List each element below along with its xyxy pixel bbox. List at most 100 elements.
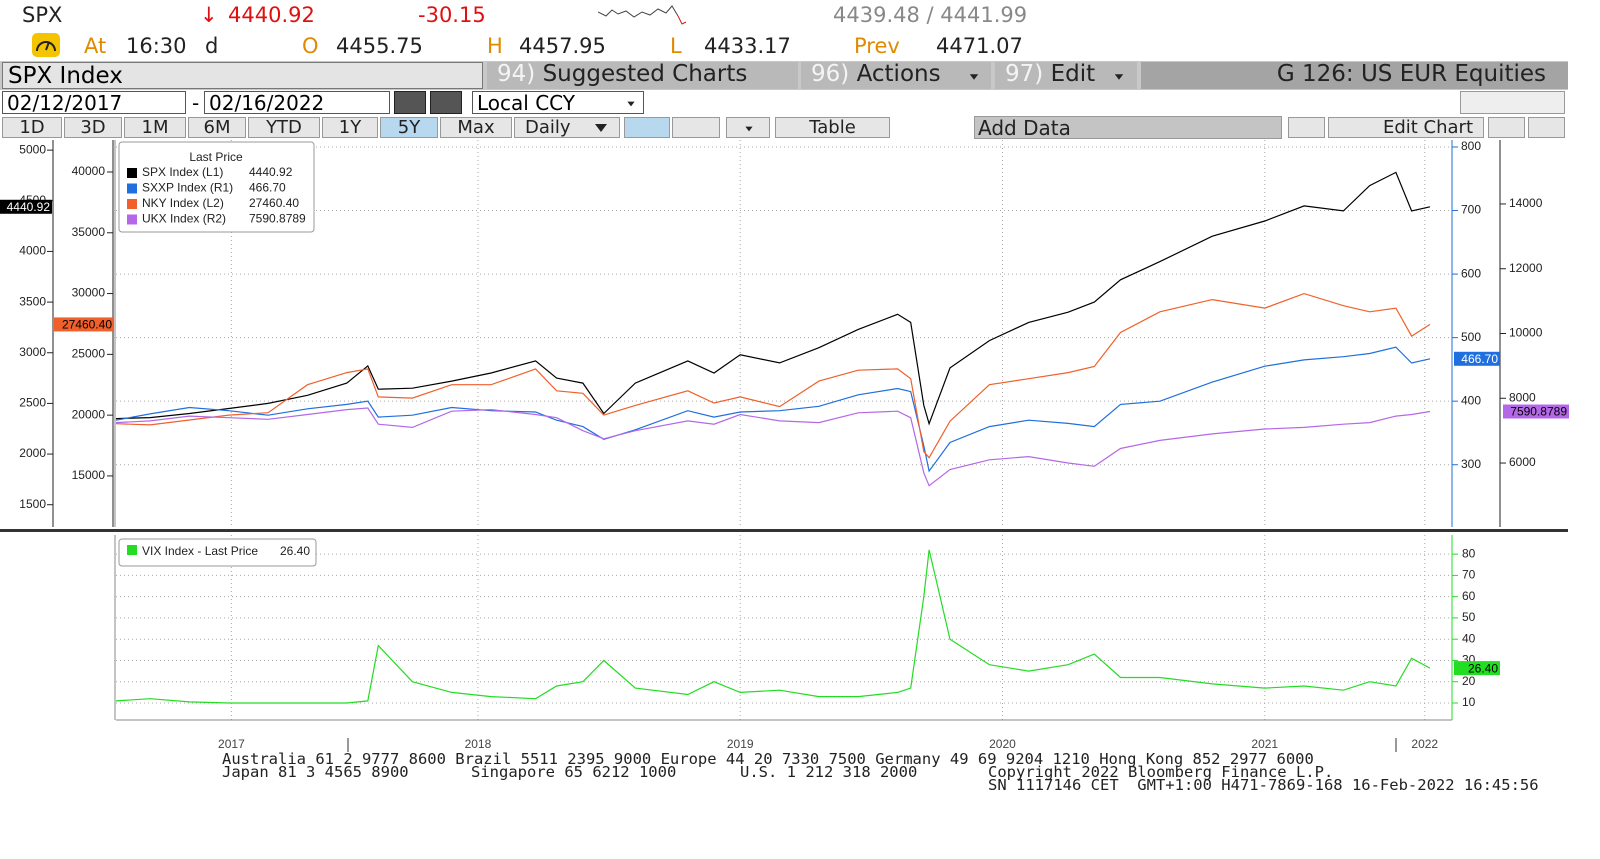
collapse-button[interactable] — [1288, 117, 1325, 138]
next-range-button[interactable] — [430, 91, 462, 114]
currency-select[interactable]: Local CCY — [472, 91, 644, 114]
series-line — [115, 407, 1431, 487]
last-price-tag: 26.40 — [1454, 661, 1500, 675]
series-line — [115, 292, 1431, 459]
legend-label: UKX Index (R2) — [142, 212, 226, 226]
period-button[interactable]: 6M — [188, 117, 246, 138]
x-tick-label: 2018 — [465, 737, 492, 751]
frequency-text: Daily — [525, 117, 571, 138]
y-tick-label: 6000 — [1509, 455, 1536, 469]
y-tick-label: 3000 — [19, 345, 46, 359]
line-chart-button[interactable] — [624, 117, 670, 138]
period-button[interactable]: 3D — [64, 117, 122, 138]
time-flag: d — [205, 34, 219, 58]
time: 16:30 — [126, 34, 187, 58]
settings-button[interactable] — [1528, 117, 1565, 138]
undo-redo[interactable] — [1460, 91, 1565, 114]
y-tick-label: 15000 — [72, 468, 106, 482]
table-button[interactable]: Table — [775, 117, 890, 138]
period-button[interactable]: YTD — [248, 117, 320, 138]
y-tick-label: 80 — [1462, 546, 1476, 560]
x-tick-label: 2020 — [989, 737, 1016, 751]
ticker: SPX — [22, 3, 63, 27]
y-tick-label: 14000 — [1509, 196, 1543, 210]
date-dash: - — [192, 91, 200, 115]
y-tick-label: 12000 — [1509, 261, 1543, 275]
y-tick-label: 40 — [1462, 631, 1476, 645]
series-line — [115, 171, 1431, 426]
legend-swatch — [127, 199, 137, 209]
legend-box — [118, 141, 315, 233]
menu-label: Actions — [856, 61, 941, 87]
add-data-field[interactable]: Add Data — [974, 116, 1282, 139]
net-change: -30.15 — [418, 3, 486, 27]
y-tick-label: 60 — [1462, 589, 1476, 603]
actions-button[interactable]: 96) Actions — [801, 62, 991, 89]
edit-chart-button[interactable]: Edit Chart — [1328, 117, 1484, 138]
currency-text: Local CCY — [477, 91, 575, 115]
legend-button[interactable] — [1488, 117, 1525, 138]
y-tick-label: 400 — [1461, 393, 1481, 407]
tag-box — [0, 199, 52, 214]
y-tick-label: 70 — [1462, 568, 1476, 582]
date-text: 02/16/2022 — [209, 91, 325, 115]
y-tick-label: 800 — [1461, 139, 1481, 153]
last-price-tag: 7590.8789 — [1503, 404, 1569, 419]
bar-chart-button[interactable] — [672, 117, 720, 138]
dropdown-icon — [627, 101, 635, 107]
legend-swatch — [127, 168, 137, 178]
suggested-charts-button[interactable]: 94) Suggested Charts — [487, 62, 798, 89]
legend-value: 466.70 — [249, 181, 286, 195]
last-price: 4440.92 — [228, 3, 315, 27]
legend-label: SXXP Index (R1) — [142, 181, 233, 195]
legend-title: Last Price — [189, 150, 243, 164]
tag-box — [1454, 351, 1500, 366]
open-label: O — [302, 34, 319, 58]
y-tick-label: 35000 — [72, 225, 106, 239]
period-button[interactable]: 1Y — [322, 117, 378, 138]
y-tick-label: 500 — [1461, 330, 1481, 344]
menu-number: 97) — [1005, 61, 1044, 87]
chart-type-dropdown[interactable] — [726, 117, 770, 138]
prev-range-button[interactable] — [394, 91, 426, 114]
menu-label: Edit — [1050, 61, 1096, 87]
period-button[interactable]: 5Y — [380, 117, 438, 138]
legend-value: 7590.8789 — [249, 212, 306, 226]
dropdown-icon — [595, 124, 607, 132]
low-label: L — [670, 34, 682, 58]
gauge-icon — [32, 33, 60, 57]
legend-label: VIX Index - Last Price — [142, 544, 258, 558]
legend-box — [118, 538, 317, 567]
frequency-select[interactable]: Daily — [514, 117, 620, 138]
group-label: G 126: US EUR Equities — [1141, 62, 1568, 89]
menu-number: 96) — [811, 61, 850, 87]
footer-japan: Japan 81 3 4565 8900 — [222, 763, 409, 781]
footer-session: SN 1117146 CET GMT+1:00 H471-7869-168 16… — [988, 776, 1539, 794]
prev: 4471.07 — [936, 34, 1023, 58]
period-button[interactable]: 1M — [124, 117, 186, 138]
dropdown-icon — [969, 74, 979, 80]
series-line — [115, 549, 1431, 704]
footer-us: U.S. 1 212 318 2000 — [740, 763, 918, 781]
last-price-tag: 466.70 — [1454, 351, 1500, 366]
low: 4433.17 — [704, 34, 791, 58]
y-tick-label: 10 — [1462, 695, 1476, 709]
y-tick-label: 25000 — [72, 347, 106, 361]
security-field[interactable]: SPX Index — [2, 62, 483, 89]
edit-button[interactable]: 97) Edit — [995, 62, 1137, 89]
dropdown-icon — [745, 126, 753, 132]
period-button[interactable]: Max — [440, 117, 512, 138]
legend-value: 27460.40 — [249, 196, 299, 210]
tag-label: 27460.40 — [62, 318, 112, 332]
menu-number: 94) — [497, 61, 536, 87]
end-date[interactable]: 02/16/2022 — [204, 91, 390, 114]
sparkline — [598, 5, 687, 25]
tag-label: 7590.8789 — [1510, 405, 1567, 419]
last-price-tag: 4440.92 — [0, 199, 52, 214]
y-tick-label: 700 — [1461, 203, 1481, 217]
tag-label: 466.70 — [1461, 352, 1498, 366]
start-date[interactable]: 02/12/2017 — [2, 91, 186, 114]
period-button[interactable]: 1D — [2, 117, 62, 138]
